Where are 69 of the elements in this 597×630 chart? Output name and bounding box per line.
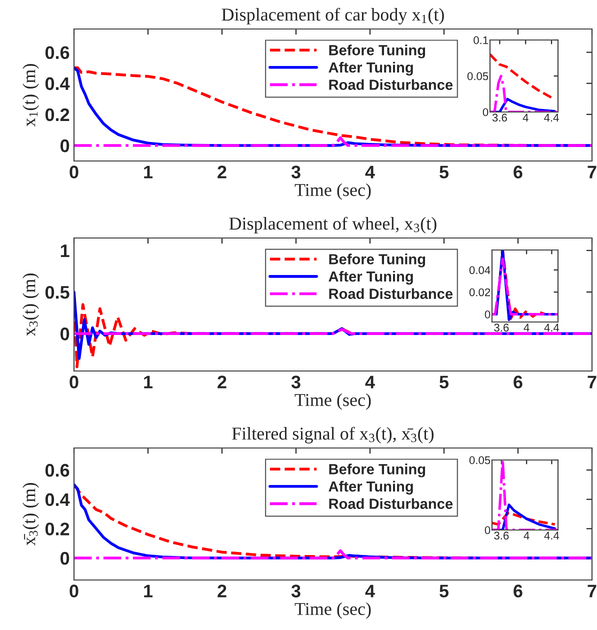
x-tick-label: 6: [514, 376, 522, 388]
x-tick-label: 3.6: [494, 532, 509, 540]
y-tick-label: 0: [60, 139, 70, 152]
y-tick-label: 0.1: [474, 36, 488, 44]
x-tick-label: 5: [440, 584, 449, 598]
x-tick-label: 7: [588, 376, 596, 388]
legend-label: Before Tuning: [329, 254, 426, 268]
x-tick-label: 5: [440, 166, 449, 178]
y-axis-title: x$_{3}$(t) (m): [22, 274, 39, 336]
legend-label: After Tuning: [328, 270, 413, 285]
x-tick-label: 3: [291, 584, 300, 598]
x-tick-label: 6: [514, 584, 522, 598]
x-tick-label: 2: [218, 166, 226, 178]
legend-label: Road Disturbance: [329, 498, 453, 509]
x-axis-title: Time (sec): [294, 602, 371, 619]
legend-label: After Tuning: [328, 480, 413, 495]
x-axis-title: Time (sec): [294, 183, 371, 200]
x-tick-label: 2: [218, 584, 226, 598]
legend-label: After Tuning: [328, 62, 413, 76]
y-tick-label: 0.05: [467, 72, 488, 80]
y-axis-title: x$_{1}$(t) (m): [22, 64, 39, 127]
y-tick-label: 0.6: [45, 464, 70, 477]
x-tick-label: 4.4: [544, 532, 560, 540]
x-tick-label: 7: [588, 584, 596, 598]
line-series: [492, 512, 556, 526]
x-tick-label: 4: [365, 584, 375, 598]
y-tick-label: 0.4: [45, 77, 70, 90]
x-tick-label: 4: [365, 376, 375, 388]
legend-label: Road Disturbance: [329, 79, 453, 90]
legend-label: Road Disturbance: [329, 288, 453, 299]
x-tick-label: 0: [70, 584, 78, 598]
y-tick-label: 0.6: [45, 46, 70, 60]
x-tick-label: 5: [440, 376, 449, 388]
chart-title: Displacement of car body x$_{1}$(t): [222, 8, 444, 24]
y-tick-label: 1: [60, 244, 70, 258]
x-tick-label: 4.4: [544, 324, 560, 332]
x-tick-label: 6: [514, 166, 522, 178]
chart-title: Displacement of wheel, x$_{3}$(t): [229, 216, 436, 234]
y-tick-label: 0.04: [469, 266, 490, 274]
x-tick-label: 3.6: [492, 114, 507, 122]
y-tick-label: 0: [60, 552, 70, 565]
legend-label: Before Tuning: [329, 464, 426, 478]
x-tick-label: 1: [144, 166, 153, 178]
line-series: [490, 53, 553, 99]
y-tick-label: 0: [484, 310, 490, 318]
y-axis-title: x̄$_{3}$(t) (m): [22, 483, 39, 546]
y-tick-label: 0.05: [469, 456, 490, 464]
x-tick-label: 1: [144, 376, 153, 388]
y-tick-label: 0.02: [469, 288, 490, 296]
y-tick-label: 0.4: [45, 493, 70, 506]
x-tick-label: 4: [522, 114, 528, 122]
y-tick-label: 0.2: [45, 522, 70, 536]
x-tick-label: 4: [524, 324, 530, 332]
x-tick-label: 2: [218, 376, 226, 388]
x-tick-label: 3: [291, 376, 300, 388]
x-tick-label: 1: [144, 584, 153, 598]
chart-title: Filtered signal of x$_{3}$(t), x̄$_{3}$(t): [232, 426, 434, 444]
legend-label: Before Tuning: [329, 44, 426, 58]
x-tick-label: 4: [524, 532, 530, 540]
x-tick-label: 0: [70, 166, 78, 178]
x-tick-label: 0: [70, 376, 78, 388]
x-tick-label: 3: [291, 166, 300, 178]
y-tick-label: 0.2: [45, 108, 70, 122]
x-tick-label: 7: [588, 166, 596, 178]
x-tick-label: 4: [365, 166, 375, 178]
x-tick-label: 4.4: [544, 114, 559, 122]
x-axis-title: Time (sec): [294, 393, 371, 410]
y-tick-label: 0.5: [45, 286, 70, 299]
x-tick-label: 3.6: [494, 324, 509, 332]
